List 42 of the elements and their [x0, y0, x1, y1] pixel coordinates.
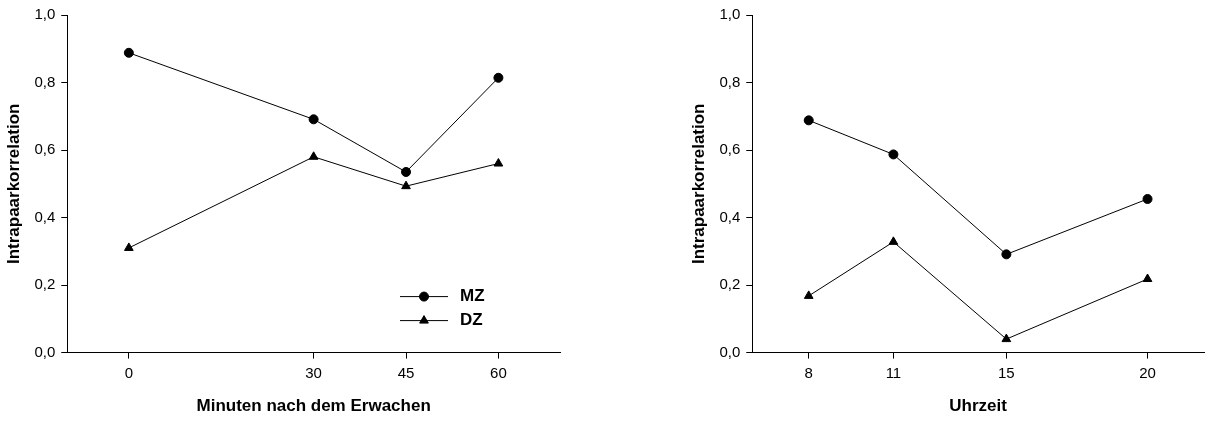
- y-axis-title: Intrapaarkorrelation: [3, 103, 23, 265]
- point: [123, 47, 134, 58]
- x-tick-label: 11: [885, 363, 902, 381]
- point: [1001, 333, 1012, 343]
- x-tick-label: 20: [1139, 363, 1156, 381]
- point: [308, 114, 319, 125]
- y-tick-label: 0,8: [34, 72, 56, 90]
- point: [401, 166, 412, 177]
- y-tick-label: 0,0: [719, 342, 741, 360]
- y-tick-label: 1,0: [719, 5, 741, 23]
- point: [1001, 249, 1012, 260]
- y-tick-label: 0,2: [719, 275, 741, 293]
- legend-label: DZ: [460, 310, 483, 330]
- point: [493, 72, 504, 83]
- y-tick-label: 0,0: [34, 342, 56, 360]
- point: [803, 290, 814, 299]
- y-tick-label: 0,4: [719, 207, 741, 225]
- y-tick-label: 0,8: [719, 72, 741, 90]
- x-axis-title: Minuten nach dem Erwachen: [196, 396, 431, 416]
- x-tick-label: 30: [305, 363, 322, 381]
- x-tick-label: 45: [397, 363, 415, 381]
- point: [308, 151, 319, 160]
- x-tick-label: 8: [804, 363, 813, 381]
- y-tick-label: 0,6: [34, 140, 56, 158]
- y-tick-label: 0,2: [34, 275, 56, 293]
- y-tick-label: 1,0: [34, 5, 56, 23]
- point: [124, 242, 134, 251]
- point: [1142, 193, 1153, 204]
- y-tick-label: 0,6: [719, 140, 741, 158]
- x-tick-label: 15: [998, 363, 1015, 381]
- point: [401, 180, 411, 190]
- legend-label: MZ: [460, 286, 485, 306]
- point: [888, 236, 899, 245]
- point: [803, 115, 814, 126]
- point: [888, 149, 899, 160]
- point: [493, 158, 504, 167]
- x-tick-label: 0: [124, 363, 134, 381]
- y-axis-title: Intrapaarkorrelation: [688, 103, 708, 265]
- x-axis-title: Uhrzeit: [949, 396, 1008, 416]
- x-tick-label: 60: [490, 363, 507, 381]
- y-tick-label: 0,4: [34, 207, 56, 225]
- point: [1142, 273, 1153, 282]
